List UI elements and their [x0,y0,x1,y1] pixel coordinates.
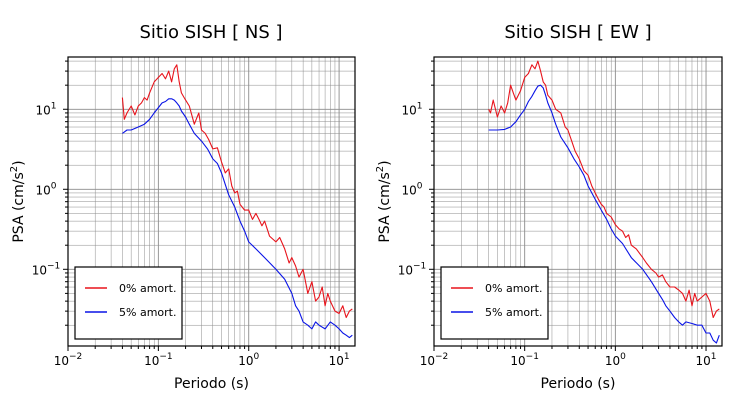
series-group [121,64,353,339]
chart-panel-ew: Sitio SISH [ EW ] 10−2 10−1 100 101 10−1 100 10… [375,22,723,392]
y-tick-label: 100 [35,181,56,197]
y-tick-label: 10−1 [398,261,427,277]
y-tick-label: 10−1 [32,261,61,277]
x-tick-label: 100 [238,352,259,368]
x-tick-label: 100 [605,352,626,368]
legend-box [440,266,549,340]
x-tick-label: 10−2 [420,352,449,368]
x-tick-label: 101 [329,352,350,368]
x-tick-label: 101 [696,352,717,368]
legend-label: 0% amort. [485,282,542,295]
x-tick-label: 10−1 [510,352,539,368]
y-tick-label: 101 [401,101,422,117]
legend-label: 5% amort. [119,306,176,319]
x-axis-label: Periodo (s) [174,376,249,392]
x-axis-label: Periodo (s) [541,376,616,392]
axis-ticks [63,60,340,351]
y-axis-label: PSA (cm/s2) [375,160,393,242]
chart-panel-ns: Sitio SISH [ NS ] 10−2 10−1 100 101 10−1 100 10… [9,22,356,392]
chart-title: Sitio SISH [ EW ] [504,22,651,43]
legend-box [74,266,183,340]
legend-label: 5% amort. [485,306,542,319]
y-axis-label: PSA (cm/s2) [9,160,27,242]
series-line-5pct [122,98,353,339]
y-tick-label: 100 [401,181,422,197]
x-tick-label: 10−2 [54,352,83,368]
legend: 0% amort. 5% amort. [74,266,183,340]
series-line-0pct [121,64,353,319]
series-line-0pct [488,60,720,319]
series-line-5pct [488,84,720,344]
legend: 0% amort. 5% amort. [440,266,549,340]
y-tick-label: 101 [35,101,56,117]
x-tick-label: 10−1 [144,352,173,368]
axis-ticks [429,60,707,351]
chart-title: Sitio SISH [ NS ] [139,22,282,43]
series-group [488,60,720,344]
grid-lines [67,57,355,346]
legend-label: 0% amort. [119,282,176,295]
